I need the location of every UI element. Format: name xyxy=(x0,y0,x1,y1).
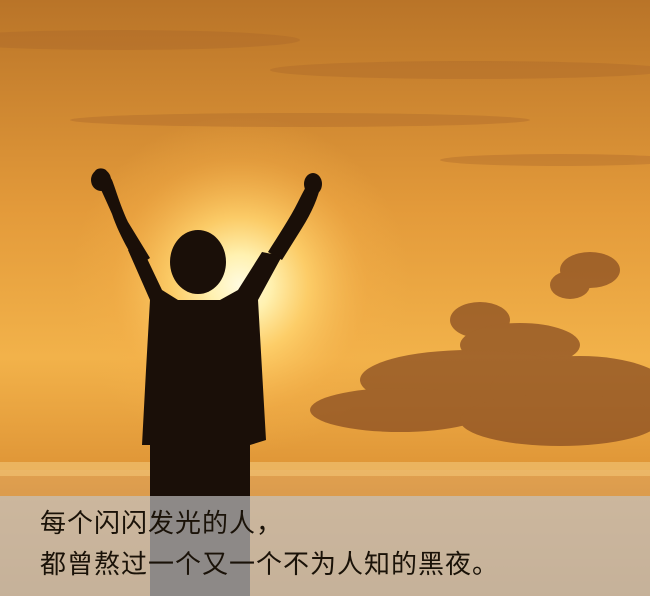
caption-line-2: 都曾熬过一个又一个不为人知的黑夜。 xyxy=(40,550,500,580)
horizon-glow xyxy=(0,462,650,476)
caption-line-1: 每个闪闪发光的人， xyxy=(40,509,284,539)
upper-clouds xyxy=(0,30,650,166)
caption-band xyxy=(0,496,650,596)
dark-clouds xyxy=(310,252,650,446)
